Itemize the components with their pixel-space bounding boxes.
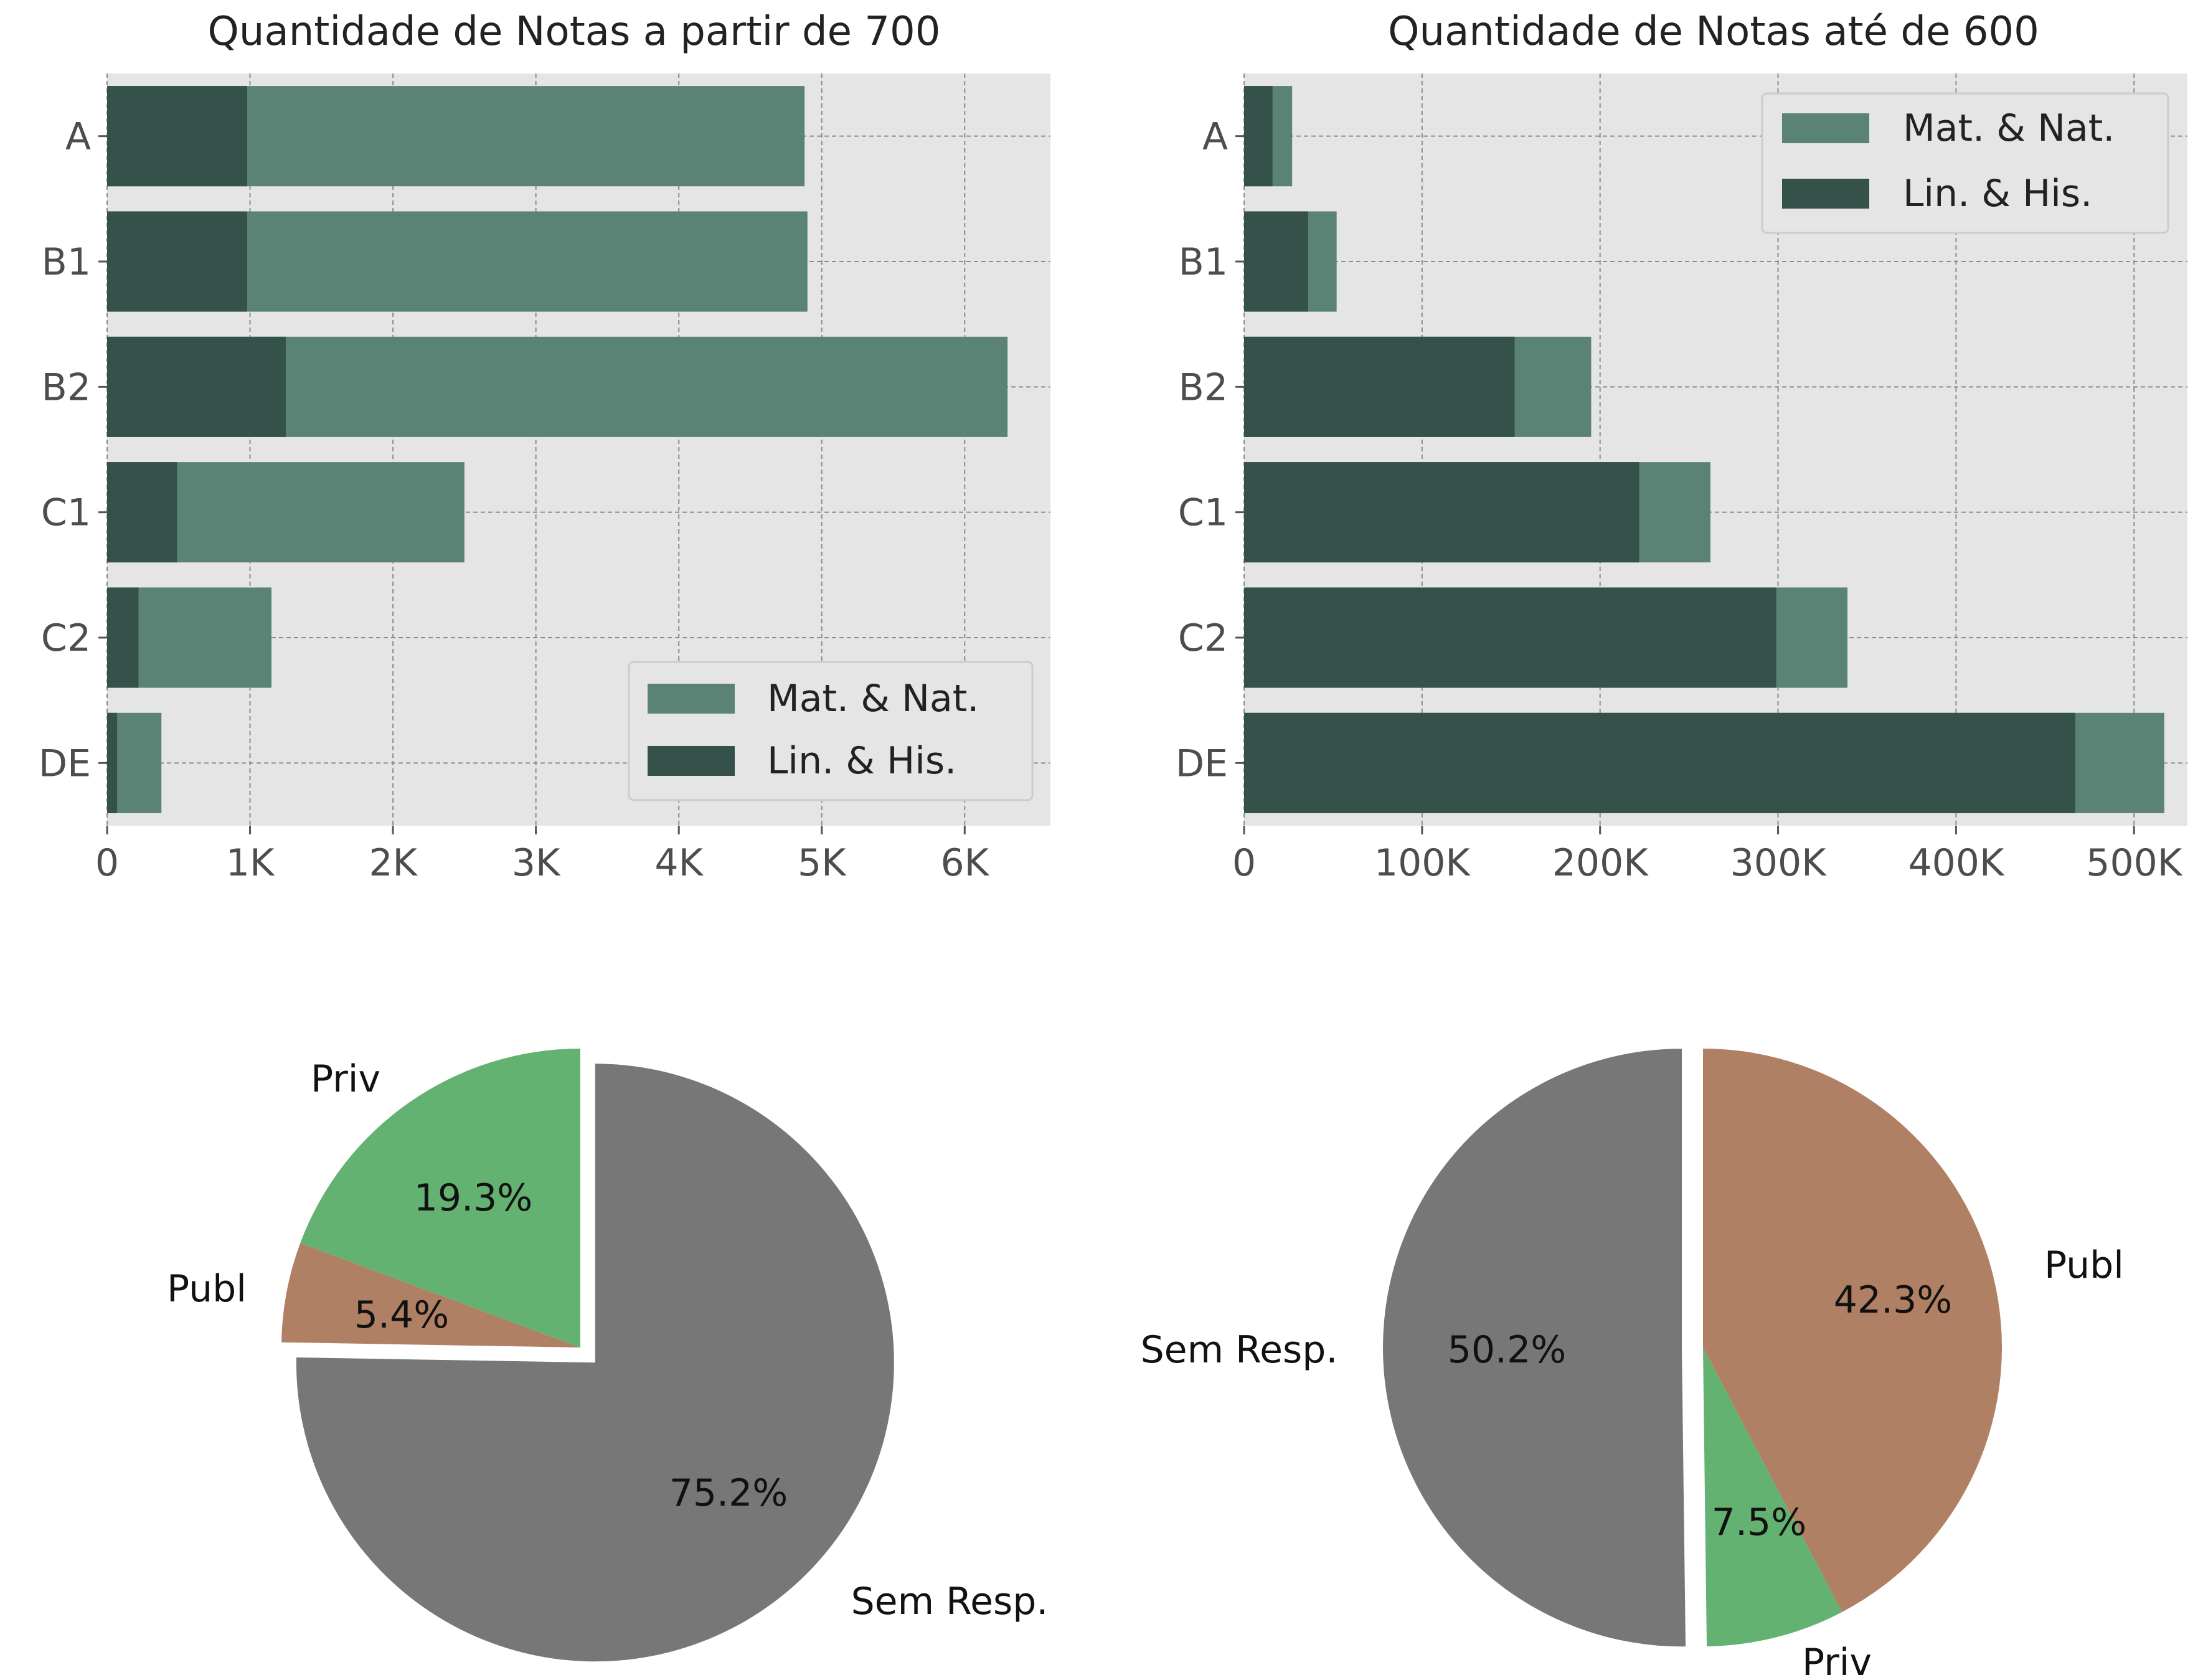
pie-slice-priv	[300, 1049, 580, 1347]
slice-pct-publ: 42.3%	[1834, 1278, 1953, 1322]
slice-label-priv: Priv	[311, 1057, 380, 1101]
pie-chart-2-slices	[1383, 1049, 2003, 1647]
x-tick-label: 5K	[798, 841, 847, 885]
bar-chart-2-bars	[1244, 86, 2164, 813]
legend-swatch-lin-his	[1782, 179, 1869, 209]
pie-chart-1: Priv Publ Sem Resp. 19.3% 5.4% 75.2%	[167, 1049, 1049, 1662]
bar-lin-his-a	[107, 86, 247, 187]
slice-pct-sem-resp: 75.2%	[669, 1471, 788, 1515]
y-tick-label: C1	[41, 491, 91, 535]
bar-chart-2-axes: 0 100K 200K 300K 400K 500K A B1 B2 C1 C2 DE	[1176, 115, 2183, 885]
x-tick-label: 6K	[941, 841, 990, 885]
x-tick-label: 2K	[369, 841, 418, 885]
pie-slice-sem-resp	[1383, 1049, 1686, 1647]
pie-slice-priv	[1703, 1347, 1842, 1646]
bar-chart-2-title: Quantidade de Notas até de 600	[1388, 9, 2039, 55]
legend-label-lin-his: Lin. & His.	[1903, 172, 2092, 215]
legend-swatch-mat-nat	[1782, 113, 1869, 143]
bar-lin-his-c1	[1244, 462, 1639, 563]
pie-slice-publ	[281, 1243, 580, 1347]
bar-chart-1-bars	[107, 86, 1008, 813]
legend-swatch-lin-his	[648, 746, 735, 776]
x-tick-label: 400K	[1908, 841, 2005, 885]
slice-pct-sem-resp: 50.2%	[1448, 1328, 1567, 1372]
bar-lin-his-de	[107, 712, 118, 813]
bar-lin-his-c2	[1244, 587, 1776, 688]
slice-pct-priv: 7.5%	[1712, 1501, 1806, 1544]
bar-lin-his-b1	[1244, 211, 1308, 312]
x-tick-label: 300K	[1730, 841, 1828, 885]
y-tick-label: B2	[1179, 366, 1228, 409]
x-tick-label: 3K	[512, 841, 561, 885]
x-tick-label: 1K	[226, 841, 275, 885]
y-tick-label: B2	[42, 366, 91, 409]
x-tick-label: 4K	[654, 841, 704, 885]
bar-lin-his-b2	[107, 336, 286, 437]
slice-pct-publ: 5.4%	[354, 1293, 449, 1337]
pie-chart-1-slices	[281, 1049, 894, 1662]
bar-lin-his-b1	[107, 211, 247, 312]
bar-chart-1-title: Quantidade de Notas a partir de 700	[208, 9, 941, 55]
y-tick-label: B1	[1179, 240, 1228, 284]
y-tick-label: DE	[39, 742, 91, 785]
x-tick-label: 0	[95, 841, 119, 885]
bar-chart-2-legend: Mat. & Nat. Lin. & His.	[1761, 92, 2169, 234]
slice-label-priv: Priv	[1802, 1641, 1872, 1680]
legend-label-mat-nat: Mat. & Nat.	[767, 677, 979, 720]
slice-label-publ: Publ	[167, 1267, 247, 1311]
pie-chart-2: Publ Priv Sem Resp. 42.3% 7.5% 50.2%	[1141, 1049, 2124, 1680]
y-tick-label: DE	[1176, 742, 1228, 785]
slice-label-sem-resp: Sem Resp.	[1141, 1328, 1338, 1372]
y-tick-label: C2	[1178, 616, 1228, 660]
x-tick-label: 200K	[1552, 841, 1649, 885]
y-tick-label: C1	[1178, 491, 1228, 535]
slice-label-publ: Publ	[2044, 1243, 2124, 1287]
legend-swatch-mat-nat	[648, 684, 735, 714]
y-tick-label: C2	[41, 616, 91, 660]
bar-chart-1-legend: Mat. & Nat. Lin. & His.	[628, 661, 1034, 801]
pie-slice-publ	[1703, 1049, 2003, 1612]
pie-slice-sem-resp	[296, 1064, 894, 1662]
bar-chart-1: Quantidade de Notas a partir de 700 0 1K 2…	[39, 9, 1050, 885]
bar-lin-his-b2	[1244, 336, 1515, 437]
legend-label-lin-his: Lin. & His.	[767, 739, 956, 783]
y-tick-label: A	[65, 115, 91, 159]
x-tick-label: 100K	[1374, 841, 1471, 885]
x-tick-label: 500K	[2086, 841, 2183, 885]
bar-lin-his-a	[1244, 86, 1273, 187]
legend-label-mat-nat: Mat. & Nat.	[1903, 106, 2115, 150]
y-tick-label: A	[1202, 115, 1228, 159]
x-tick-label: 0	[1232, 841, 1256, 885]
bar-lin-his-c2	[107, 587, 139, 688]
bar-chart-2: Quantidade de Notas até de 600 0 100K 200K…	[1176, 9, 2187, 885]
slice-pct-priv: 19.3%	[414, 1176, 533, 1220]
bar-lin-his-c1	[107, 462, 177, 563]
bar-chart-1-axes: 0 1K 2K 3K 4K 5K 6K A B1 B2 C1 C2 DE	[39, 115, 990, 885]
bar-lin-his-de	[1244, 712, 2075, 813]
y-tick-label: B1	[42, 240, 91, 284]
slice-label-sem-resp: Sem Resp.	[851, 1580, 1049, 1623]
